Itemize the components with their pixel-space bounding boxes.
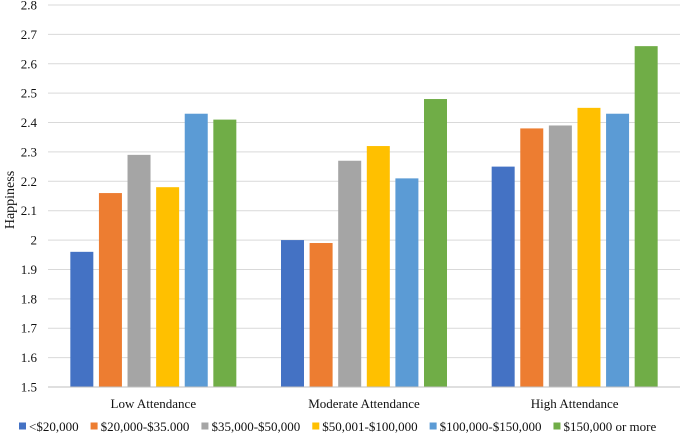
legend-swatch bbox=[553, 422, 561, 430]
legend-swatch bbox=[19, 422, 26, 430]
y-tick-label: 2.5 bbox=[21, 86, 37, 101]
legend-swatch bbox=[90, 422, 98, 430]
bar bbox=[520, 128, 544, 387]
y-tick-label: 2.3 bbox=[21, 144, 37, 159]
y-tick-label: 2.2 bbox=[21, 174, 37, 189]
legend: <$20,000 $20,000-$35.000 $35,000-$50,000 $5… bbox=[19, 419, 656, 434]
y-tick-label: 2.8 bbox=[21, 0, 37, 13]
bar bbox=[491, 166, 515, 387]
gridlines bbox=[48, 4, 680, 359]
bar bbox=[213, 119, 237, 387]
y-tick-label: 2 bbox=[31, 233, 38, 248]
legend-label: $35,000-$50,000 bbox=[211, 419, 300, 434]
bars bbox=[70, 46, 658, 388]
y-axis-title: Happiness bbox=[3, 171, 18, 229]
y-tick-label: 2.1 bbox=[21, 203, 37, 218]
bar bbox=[424, 99, 447, 388]
y-axis: 1.5 1.6 1.7 1.8 1.9 2 2.1 2.2 2.3 2.4 2.5 2.6 2.7 2.8 bbox=[21, 0, 38, 395]
bar bbox=[634, 46, 658, 388]
bar bbox=[184, 113, 208, 387]
legend-swatch bbox=[429, 422, 437, 430]
y-tick-label: 1.8 bbox=[21, 291, 37, 306]
bar bbox=[606, 113, 630, 387]
y-tick-label: 2.4 bbox=[21, 115, 38, 130]
y-tick-label: 1.7 bbox=[21, 321, 38, 336]
y-tick-label: 1.5 bbox=[21, 380, 37, 395]
legend-label: $100,000-$150,000 bbox=[440, 419, 542, 434]
bar bbox=[577, 107, 601, 387]
legend-label: $50,001-$100,000 bbox=[322, 419, 417, 434]
x-axis: Low Attendance Moderate Attendance High At… bbox=[48, 386, 680, 411]
bar bbox=[395, 178, 419, 387]
y-tick-label: 1.9 bbox=[21, 262, 37, 277]
bar bbox=[338, 160, 362, 387]
bar bbox=[156, 187, 180, 387]
bar bbox=[70, 251, 94, 387]
legend-label: $20,000-$35.000 bbox=[101, 419, 190, 434]
legend-swatch bbox=[312, 422, 320, 430]
bar bbox=[281, 240, 304, 387]
legend-swatch bbox=[201, 422, 209, 430]
x-category-label: High Attendance bbox=[531, 396, 619, 411]
y-tick-label: 2.7 bbox=[21, 27, 38, 42]
x-category-label: Low Attendance bbox=[111, 396, 197, 411]
x-category-label: Moderate Attendance bbox=[308, 396, 420, 411]
bar bbox=[127, 154, 151, 387]
y-tick-label: 1.6 bbox=[21, 350, 38, 365]
bar bbox=[366, 146, 390, 387]
legend-label: $150,000 or more bbox=[563, 419, 656, 434]
bar bbox=[98, 193, 122, 387]
y-tick-label: 2.6 bbox=[21, 56, 38, 71]
legend-label: <$20,000 bbox=[29, 419, 79, 434]
bar bbox=[548, 125, 572, 387]
bar bbox=[309, 243, 333, 387]
